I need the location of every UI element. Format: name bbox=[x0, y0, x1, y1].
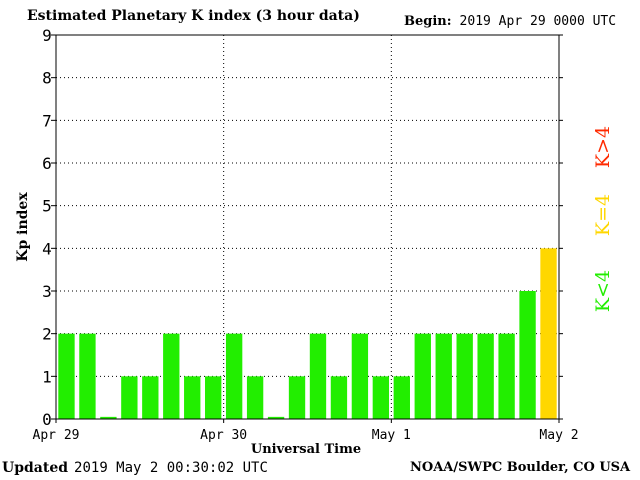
updated-value: 2019 May 2 00:30:02 UTC bbox=[74, 460, 268, 476]
legend-high: K>4 bbox=[592, 126, 614, 168]
bar bbox=[184, 376, 201, 419]
bar bbox=[79, 333, 96, 419]
source-credit: NOAA/SWPC Boulder, CO USA bbox=[410, 460, 631, 475]
bar bbox=[246, 376, 264, 419]
y-tick-label: 3 bbox=[42, 282, 52, 301]
bar bbox=[435, 333, 452, 419]
updated-info: Updated 2019 May 2 00:30:02 UTC bbox=[2, 460, 268, 476]
begin-label: Begin: bbox=[404, 14, 452, 29]
y-tick-label: 8 bbox=[42, 69, 52, 88]
bar bbox=[58, 333, 75, 419]
x-tick-label: Apr 30 bbox=[200, 428, 247, 443]
bar bbox=[540, 248, 557, 419]
bar bbox=[351, 333, 369, 419]
x-ticks: Apr 29 Apr 30 May 1 May 2 bbox=[33, 419, 579, 443]
bar bbox=[205, 376, 222, 419]
y-axis-label: Kp index bbox=[15, 192, 31, 262]
bar bbox=[456, 333, 473, 419]
x-axis-label: Universal Time bbox=[251, 442, 361, 457]
y-tick-label: 2 bbox=[42, 325, 52, 344]
bar bbox=[225, 333, 243, 419]
x-tick-label: May 2 bbox=[539, 428, 578, 443]
plot-frame bbox=[55, 34, 560, 420]
begin-value: 2019 Apr 29 0000 UTC bbox=[459, 14, 617, 29]
bar bbox=[309, 333, 327, 419]
y-tick-label: 4 bbox=[42, 239, 52, 258]
bar bbox=[498, 333, 515, 419]
bar bbox=[142, 376, 159, 419]
updated-label: Updated bbox=[2, 460, 69, 476]
x-tick-label: Apr 29 bbox=[33, 428, 80, 443]
grid-lines bbox=[56, 35, 559, 419]
bar bbox=[121, 376, 138, 419]
legend-low: K<4 bbox=[592, 270, 614, 312]
begin-info: Begin: 2019 Apr 29 0000 UTC bbox=[404, 14, 616, 29]
y-tick-label: 6 bbox=[42, 154, 52, 173]
bar bbox=[372, 376, 390, 419]
x-tick-label: May 1 bbox=[372, 428, 411, 443]
y-tick-label: 5 bbox=[42, 197, 52, 216]
bar bbox=[267, 416, 285, 419]
bar bbox=[100, 416, 117, 419]
bar bbox=[330, 376, 348, 419]
bar bbox=[519, 291, 536, 419]
bars bbox=[58, 248, 557, 419]
y-tick-label: 9 bbox=[42, 26, 52, 45]
bar bbox=[477, 333, 494, 419]
chart-title: Estimated Planetary K index (3 hour data… bbox=[27, 8, 360, 24]
y-tick-label: 0 bbox=[42, 410, 52, 429]
y-ticks: 0 1 2 3 4 5 6 7 8 9 bbox=[42, 26, 563, 429]
bar bbox=[414, 333, 431, 419]
bar bbox=[288, 376, 306, 419]
y-tick-label: 7 bbox=[42, 111, 52, 130]
y-tick-label: 1 bbox=[42, 367, 52, 386]
bar bbox=[163, 333, 180, 419]
legend-mid: K=4 bbox=[592, 194, 614, 236]
bar bbox=[393, 376, 410, 419]
